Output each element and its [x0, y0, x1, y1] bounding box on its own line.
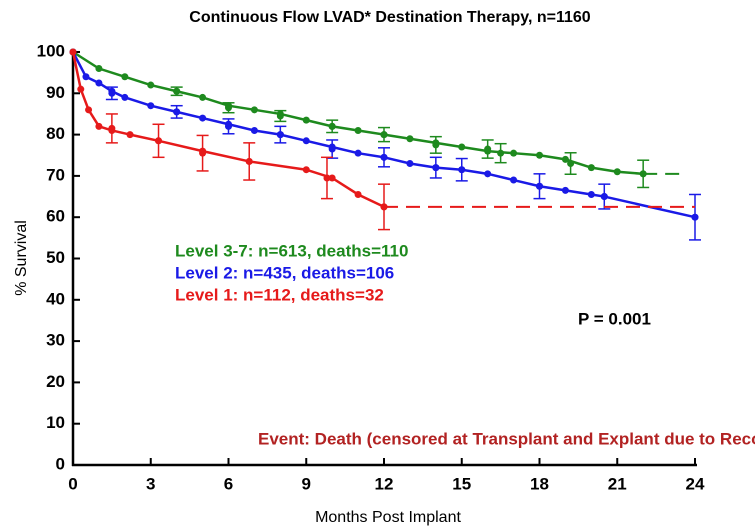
- x-axis-label: Months Post Implant: [315, 509, 461, 526]
- error-point: [276, 112, 284, 120]
- y-axis-label: % Survival: [13, 220, 30, 296]
- legend-entry: Level 1: n=112, deaths=32: [175, 285, 384, 304]
- error-point: [432, 164, 440, 172]
- x-tick-label: 21: [608, 474, 627, 493]
- error-point: [108, 89, 116, 97]
- y-tick-label: 80: [46, 124, 65, 143]
- x-tick-label: 12: [375, 474, 394, 493]
- data-point: [85, 106, 93, 114]
- y-tick-label: 30: [46, 331, 65, 350]
- error-point: [328, 122, 336, 130]
- data-point: [406, 135, 414, 143]
- error-point: [497, 149, 505, 157]
- error-point: [691, 213, 699, 221]
- error-point: [536, 182, 543, 190]
- data-point: [121, 73, 129, 81]
- x-tick-label: 24: [686, 474, 705, 493]
- p-value: P = 0.001: [578, 309, 651, 328]
- data-point: [199, 114, 207, 122]
- data-point: [510, 176, 518, 184]
- data-point: [147, 81, 155, 89]
- error-point: [108, 124, 116, 132]
- data-point: [406, 160, 414, 168]
- data-point: [95, 79, 103, 87]
- error-point: [276, 131, 284, 139]
- error-point: [484, 145, 492, 153]
- data-point: [77, 85, 85, 93]
- data-point: [354, 190, 362, 198]
- error-point: [225, 104, 232, 112]
- chart-title: Continuous Flow LVAD* Destination Therap…: [189, 9, 590, 26]
- error-point: [173, 87, 181, 95]
- data-point: [613, 168, 621, 176]
- y-tick-label: 70: [46, 165, 65, 184]
- error-point: [245, 157, 253, 165]
- legend-entry: Level 2: n=435, deaths=106: [175, 263, 394, 282]
- x-tick-label: 6: [224, 474, 233, 493]
- error-point: [328, 145, 336, 153]
- data-point: [354, 126, 362, 134]
- data-point: [126, 131, 134, 139]
- data-point: [95, 65, 103, 73]
- y-tick-label: 0: [56, 454, 65, 473]
- data-point: [147, 102, 155, 110]
- data-point: [302, 137, 310, 145]
- data-point: [302, 116, 310, 124]
- data-point: [561, 186, 569, 194]
- data-point: [458, 143, 466, 151]
- data-point: [510, 149, 518, 157]
- data-point: [69, 48, 77, 56]
- error-point: [199, 149, 207, 157]
- data-point: [250, 126, 258, 134]
- x-tick-label: 15: [452, 474, 471, 493]
- error-point: [323, 174, 331, 182]
- error-point: [380, 153, 388, 161]
- y-tick-label: 90: [46, 83, 65, 102]
- data-point: [199, 93, 207, 101]
- error-point: [458, 166, 466, 174]
- data-point: [328, 174, 336, 182]
- x-tick-label: 18: [530, 474, 549, 493]
- error-point: [567, 160, 575, 168]
- event-note: Event: Death (censored at Transplant and…: [258, 429, 755, 448]
- y-tick-label: 60: [46, 207, 65, 226]
- data-point: [302, 166, 310, 174]
- data-point: [354, 149, 362, 157]
- error-point: [173, 108, 181, 116]
- error-point: [600, 193, 608, 201]
- data-point: [82, 73, 90, 81]
- y-tick-label: 20: [46, 372, 65, 391]
- data-point: [250, 106, 258, 114]
- x-tick-label: 3: [146, 474, 155, 493]
- data-point: [587, 190, 595, 198]
- data-point: [484, 170, 492, 178]
- legend-entry: Level 3-7: n=613, deaths=110: [175, 241, 408, 260]
- error-point: [380, 131, 388, 139]
- x-tick-label: 0: [68, 474, 77, 493]
- error-point: [225, 122, 232, 130]
- y-tick-label: 50: [46, 248, 65, 267]
- data-point: [561, 155, 569, 163]
- y-tick-label: 100: [37, 41, 65, 60]
- data-point: [536, 151, 543, 159]
- data-point: [95, 122, 103, 130]
- error-point: [380, 203, 388, 211]
- y-tick-label: 40: [46, 289, 65, 308]
- x-tick-label: 9: [302, 474, 311, 493]
- y-tick-label: 10: [46, 413, 65, 432]
- data-point: [121, 93, 129, 101]
- data-point: [587, 164, 595, 172]
- error-point: [432, 141, 440, 149]
- error-point: [155, 137, 163, 145]
- error-point: [639, 170, 647, 178]
